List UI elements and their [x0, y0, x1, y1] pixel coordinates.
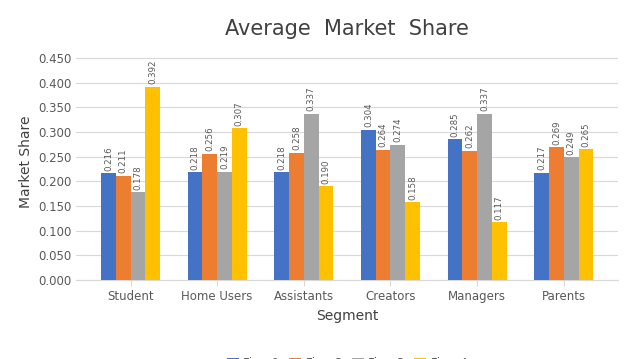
Text: 0.274: 0.274	[394, 118, 403, 142]
Bar	[376, 150, 390, 280]
Text: 0.337: 0.337	[306, 87, 316, 111]
Text: 0.218: 0.218	[277, 145, 286, 170]
Text: 0.265: 0.265	[582, 122, 590, 147]
Text: 0.211: 0.211	[118, 149, 127, 173]
Bar	[578, 149, 593, 280]
Text: 0.304: 0.304	[364, 103, 373, 127]
Bar	[188, 172, 203, 280]
Bar	[116, 176, 131, 280]
Text: 0.285: 0.285	[450, 112, 459, 137]
Text: 0.218: 0.218	[190, 145, 199, 170]
Bar	[564, 157, 578, 280]
Legend: Firm 1, Firm 2, Firm 3, Firm 4: Firm 1, Firm 2, Firm 3, Firm 4	[222, 352, 472, 359]
Text: 0.307: 0.307	[235, 101, 244, 126]
Bar	[390, 145, 405, 280]
Bar	[492, 222, 506, 280]
Bar	[448, 139, 462, 280]
Y-axis label: Market Share: Market Share	[18, 115, 32, 208]
Text: 0.158: 0.158	[408, 175, 417, 200]
Text: 0.269: 0.269	[552, 120, 561, 145]
X-axis label: Segment: Segment	[316, 309, 378, 323]
Bar	[304, 114, 318, 280]
Text: 0.190: 0.190	[322, 159, 331, 184]
Text: 0.216: 0.216	[104, 146, 113, 171]
Text: 0.264: 0.264	[378, 123, 388, 147]
Bar	[462, 151, 477, 280]
Bar	[361, 130, 376, 280]
Bar	[101, 173, 116, 280]
Text: 0.256: 0.256	[205, 127, 214, 151]
Bar	[275, 172, 289, 280]
Text: 0.117: 0.117	[495, 195, 504, 220]
Text: 0.258: 0.258	[292, 126, 301, 150]
Bar	[405, 202, 420, 280]
Text: 0.219: 0.219	[220, 145, 229, 169]
Text: 0.217: 0.217	[537, 146, 546, 171]
Bar	[131, 192, 145, 280]
Bar	[549, 147, 564, 280]
Bar	[217, 172, 232, 280]
Text: 0.249: 0.249	[567, 130, 576, 155]
Bar	[534, 173, 549, 280]
Bar	[145, 87, 160, 280]
Text: 0.178: 0.178	[133, 165, 143, 190]
Bar	[203, 154, 217, 280]
Text: 0.262: 0.262	[465, 123, 475, 148]
Title: Average  Market  Share: Average Market Share	[225, 19, 469, 39]
Bar	[318, 186, 333, 280]
Text: 0.392: 0.392	[148, 60, 157, 84]
Bar	[477, 114, 492, 280]
Text: 0.337: 0.337	[480, 87, 489, 111]
Bar	[289, 153, 304, 280]
Bar	[232, 129, 247, 280]
